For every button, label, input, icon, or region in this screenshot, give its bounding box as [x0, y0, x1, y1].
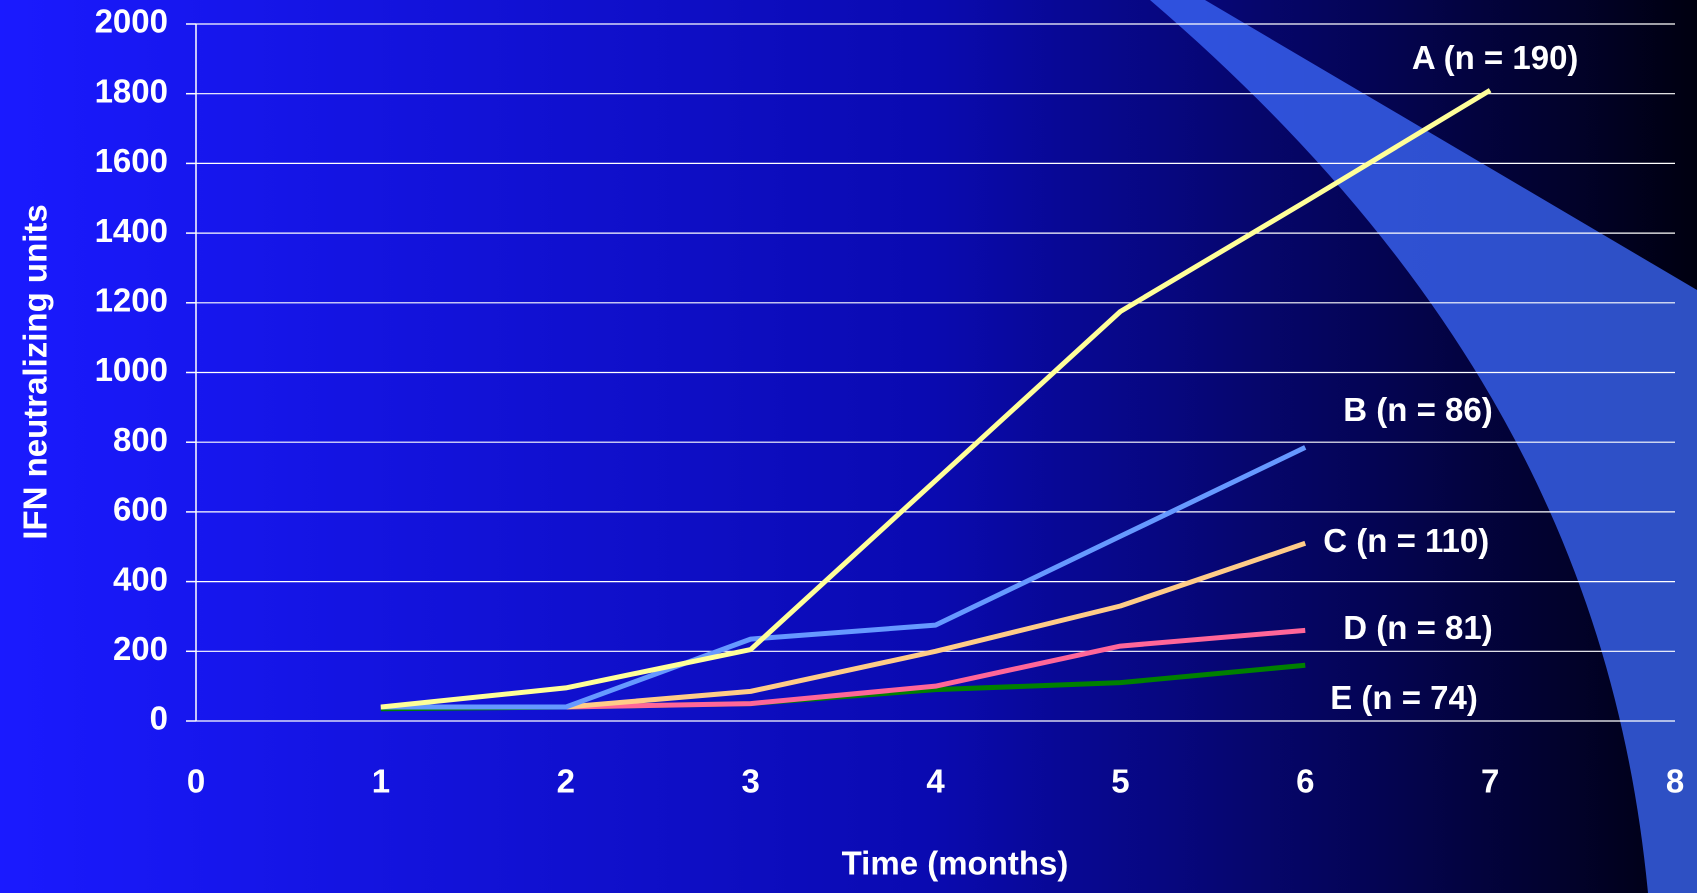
x-tick-label: 6: [1296, 763, 1314, 800]
series-line: [380, 88, 1492, 710]
y-tick-label: 2000: [95, 3, 168, 40]
series-label: D (n = 81): [1343, 609, 1492, 646]
x-tick-label: 1: [372, 763, 390, 800]
x-tick-label: 0: [187, 763, 205, 800]
x-tick-label: 4: [926, 763, 945, 800]
y-tick-label: 1800: [95, 72, 168, 109]
x-axis-title: Time (months): [842, 845, 1069, 882]
series-line: [380, 445, 1307, 710]
y-tick-label: 1400: [95, 212, 168, 249]
x-tick-label: 7: [1481, 763, 1499, 800]
y-tick-label: 600: [113, 491, 168, 528]
x-tick-label: 8: [1666, 763, 1684, 800]
y-tick-label: 400: [113, 560, 168, 597]
y-tick-label: 1200: [95, 282, 168, 319]
y-axis-title: IFN neutralizing units: [17, 204, 54, 540]
series-label: E (n = 74): [1330, 679, 1478, 716]
y-tick-label: 0: [150, 700, 168, 737]
x-tick-label: 2: [557, 763, 575, 800]
series-label: C (n = 110): [1323, 522, 1489, 559]
series-label: B (n = 86): [1343, 391, 1492, 428]
y-tick-label: 1600: [95, 142, 168, 179]
y-tick-label: 200: [113, 630, 168, 667]
x-tick-label: 5: [1111, 763, 1129, 800]
y-tick-label: 1000: [95, 351, 168, 388]
y-tick-label: 800: [113, 421, 168, 458]
decoration: [1150, 0, 1697, 893]
series-label: A (n = 190): [1412, 39, 1579, 76]
x-tick-label: 3: [741, 763, 759, 800]
